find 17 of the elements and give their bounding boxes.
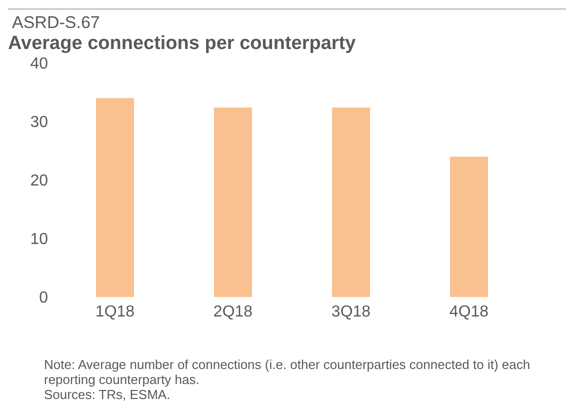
y-tick-label: 40: [30, 56, 48, 73]
x-tick-label: 3Q18: [331, 303, 371, 320]
bar: [332, 107, 370, 297]
x-tick-label: 2Q18: [213, 303, 253, 320]
y-tick-label: 30: [30, 114, 48, 132]
x-tick-label: 1Q18: [95, 303, 135, 320]
text: Note: Average number of connections (i.e. other counterparties connected to it) each reporting counterparty has.: [44, 357, 532, 387]
bar: [96, 98, 134, 297]
y-tick-label: 0: [39, 290, 48, 307]
chart-title: Average connections per counterparty: [8, 33, 357, 55]
bar: [214, 107, 252, 297]
x-tick-label: 4Q18: [449, 303, 489, 320]
chart-subtitle: ASRD-S.67: [12, 13, 101, 33]
y-tick-label: 10: [30, 231, 48, 248]
source-note: Sources: TRs, ESMA.: [44, 387, 172, 402]
y-tick-label: 20: [30, 172, 48, 190]
bar: [450, 156, 488, 297]
